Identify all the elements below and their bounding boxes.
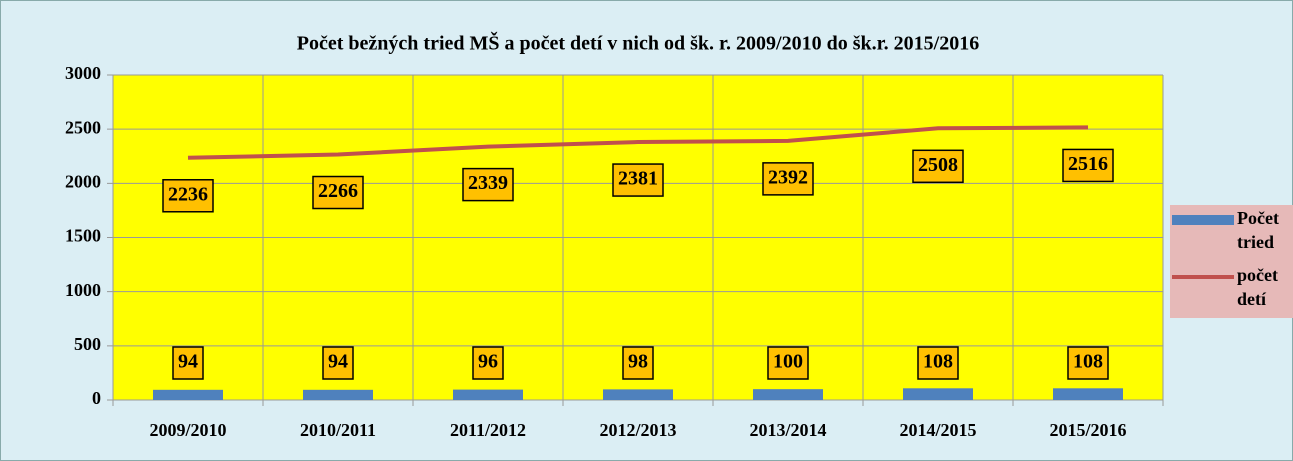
data-label-box [1062, 148, 1114, 183]
line [187, 125, 1089, 160]
data-label: 2516 [1068, 153, 1108, 175]
legend-swatch [1172, 215, 1234, 225]
data-label-box [472, 346, 504, 380]
data-label-box [322, 346, 354, 380]
data-label: 108 [1073, 351, 1103, 373]
data-label: 108 [923, 351, 953, 373]
bar [1053, 388, 1123, 400]
x-tick-label: 2015/2016 [1049, 420, 1126, 440]
data-label: 2508 [918, 154, 958, 176]
x-tick-label: 2009/2010 [149, 420, 226, 440]
data-label: 2381 [618, 168, 658, 190]
data-label: 2266 [318, 180, 358, 202]
bar [453, 389, 523, 400]
y-tick-label: 0 [92, 388, 101, 408]
y-tick-label: 500 [74, 334, 101, 354]
bar [303, 389, 373, 400]
data-label-box [767, 346, 809, 380]
data-label: 94 [328, 351, 348, 373]
bar [903, 388, 973, 400]
data-label-box [462, 167, 514, 202]
chart-title: Počet bežných tried MŠ a počet detí v ni… [297, 31, 979, 55]
legend-label: počet detí [1237, 265, 1278, 309]
data-label-box [622, 346, 654, 380]
y-tick-label: 2500 [65, 117, 101, 137]
data-label-box [1067, 346, 1109, 380]
data-label-box [912, 149, 964, 184]
data-label-box [762, 162, 814, 196]
data-label-box [917, 346, 959, 380]
bar [753, 389, 823, 400]
data-label-box [162, 179, 214, 213]
y-tick-label: 2000 [65, 171, 101, 191]
legend-label: Počet tried [1237, 208, 1279, 252]
data-label: 2392 [768, 166, 808, 188]
data-label: 96 [478, 351, 498, 373]
bar [153, 389, 223, 400]
data-label: 2236 [168, 183, 208, 205]
y-tick-label: 3000 [65, 63, 101, 83]
x-tick-label: 2014/2015 [899, 420, 976, 440]
x-tick-label: 2011/2012 [450, 420, 526, 440]
y-tick-label: 1500 [65, 226, 101, 246]
x-tick-label: 2012/2013 [599, 420, 676, 440]
bar [603, 389, 673, 400]
data-label: 2339 [468, 172, 508, 194]
data-label-box [312, 175, 364, 210]
data-label: 98 [628, 351, 648, 373]
data-label: 100 [773, 351, 803, 373]
data-label-box [172, 346, 204, 380]
y-tick-label: 1000 [65, 280, 101, 300]
data-label: 94 [178, 351, 198, 373]
x-tick-label: 2010/2011 [300, 420, 376, 440]
x-tick-label: 2013/2014 [749, 420, 826, 440]
data-label-box [612, 163, 664, 197]
